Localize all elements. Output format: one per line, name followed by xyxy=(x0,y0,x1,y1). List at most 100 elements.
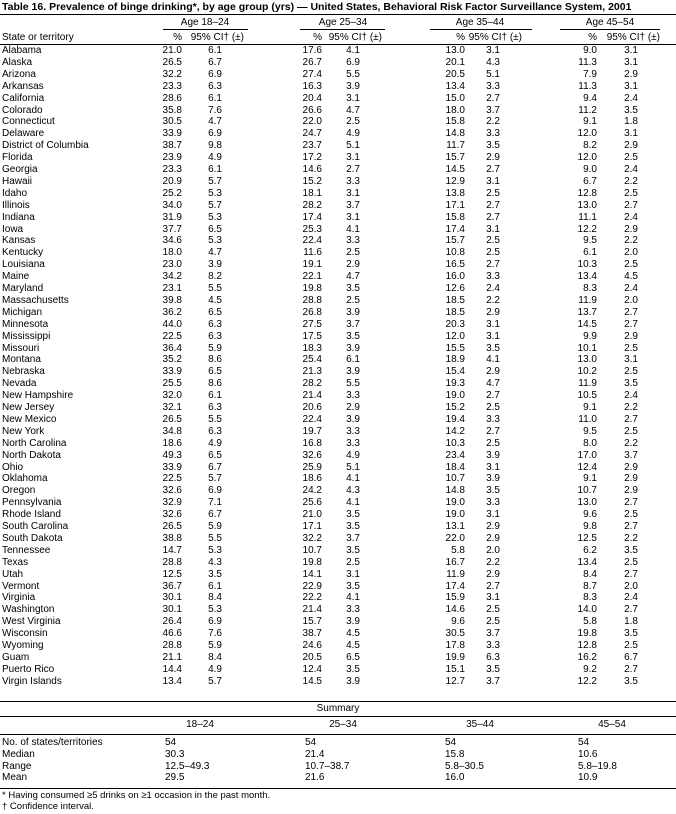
summary-cell: 21.6 xyxy=(305,772,325,784)
percent-cell: 20.3 xyxy=(445,318,465,330)
ci-cell: 3.1 xyxy=(624,45,638,56)
ci-cell: 3.3 xyxy=(486,640,500,651)
ci-cell: 3.1 xyxy=(486,509,500,521)
footnote: * Having consumed ≥5 drinks on ≥1 occasi… xyxy=(2,790,271,801)
summary-cell: 54 xyxy=(578,737,590,748)
ci-cell: 2.4 xyxy=(624,211,638,223)
percent-cell: 15.7 xyxy=(445,235,465,247)
percent-cell: 8.0 xyxy=(583,437,597,449)
summary-cell: 5.8–30.5 xyxy=(445,760,484,772)
ci-cell: 2.9 xyxy=(624,473,638,485)
ci-cell: 2.5 xyxy=(624,187,638,199)
percent-cell: 30.5 xyxy=(162,116,182,128)
ci-cell: 2.7 xyxy=(624,663,638,675)
percent-cell: 14.5 xyxy=(445,164,465,175)
percent-cell: 27.5 xyxy=(302,318,322,330)
state-name: Idaho xyxy=(2,187,28,199)
percent-cell: 34.2 xyxy=(162,271,182,283)
percent-cell: 23.7 xyxy=(302,140,322,152)
ci-cell: 2.5 xyxy=(346,247,360,259)
ci-cell: 3.7 xyxy=(486,104,500,116)
ci-cell: 7.6 xyxy=(208,104,222,116)
ci-cell: 3.7 xyxy=(346,532,360,544)
ci-cell: 3.9 xyxy=(346,366,360,378)
percent-cell: 9.0 xyxy=(583,164,597,175)
percent-cell: 38.7 xyxy=(302,628,322,640)
percent-cell: 6.7 xyxy=(583,175,597,187)
percent-cell: 21.0 xyxy=(162,45,182,56)
summary-label: Range xyxy=(2,760,32,772)
percent-cell: 9.9 xyxy=(583,330,597,342)
percent-cell: 34.6 xyxy=(162,235,182,247)
ci-cell: 2.7 xyxy=(486,211,500,223)
percent-cell: 26.8 xyxy=(302,306,322,318)
ci-cell: 3.1 xyxy=(486,461,500,473)
ci-cell: 2.7 xyxy=(486,92,500,104)
percent-cell: 12.7 xyxy=(445,675,465,687)
percent-cell: 22.5 xyxy=(162,473,182,485)
percent-cell: 15.9 xyxy=(445,592,465,604)
ci-cell: 3.3 xyxy=(346,175,360,187)
ci-cell: 6.9 xyxy=(208,68,222,80)
ci-cell: 6.5 xyxy=(208,223,222,235)
ci-cell: 4.7 xyxy=(486,378,500,390)
ci-cell: 3.1 xyxy=(346,568,360,580)
ci-cell: 2.2 xyxy=(624,437,638,449)
percent-cell: 16.0 xyxy=(445,271,465,283)
percent-cell: 17.5 xyxy=(302,330,322,342)
percent-cell: 10.1 xyxy=(577,342,597,354)
ci-cell: 6.9 xyxy=(208,128,222,140)
percent-cell: 28.8 xyxy=(302,294,322,306)
percent-cell: 9.0 xyxy=(583,45,597,56)
ci-cell: 3.1 xyxy=(624,128,638,140)
ci-cell: 3.1 xyxy=(624,80,638,92)
percent-cell: 9.4 xyxy=(583,92,597,104)
percent-cell: 13.0 xyxy=(445,45,465,56)
percent-cell: 15.2 xyxy=(302,175,322,187)
state-name: West Virginia xyxy=(2,616,61,628)
ci-cell: 3.1 xyxy=(624,56,638,68)
ci-cell: 5.3 xyxy=(208,211,222,223)
rule xyxy=(0,701,676,702)
ci-cell: 8.6 xyxy=(208,378,222,390)
ci-cell: 2.4 xyxy=(624,283,638,294)
percent-cell: 21.3 xyxy=(302,366,322,378)
percent-cell: 11.9 xyxy=(578,294,597,306)
percent-cell: 25.4 xyxy=(302,354,322,366)
percent-cell: 20.5 xyxy=(302,651,322,663)
ci-cell: 2.7 xyxy=(624,497,638,509)
ci-cell: 6.7 xyxy=(208,56,222,68)
ci-cell: 3.5 xyxy=(624,378,638,390)
ci-cell: 3.1 xyxy=(346,152,360,164)
ci-cell: 6.5 xyxy=(208,306,222,318)
percent-cell: 17.2 xyxy=(302,152,322,164)
percent-cell: 12.2 xyxy=(577,675,597,687)
percent-cell: 49.3 xyxy=(162,449,182,461)
ci-cell: 2.7 xyxy=(486,580,500,592)
percent-cell: 11.9 xyxy=(446,568,465,580)
ci-cell: 3.5 xyxy=(346,663,360,675)
ci-cell: 3.3 xyxy=(486,80,500,92)
state-name: Tennessee xyxy=(2,544,51,556)
state-name: Michigan xyxy=(2,306,43,318)
ci-cell: 2.9 xyxy=(624,461,638,473)
percent-cell: 34.8 xyxy=(162,425,182,437)
percent-cell: 19.8 xyxy=(302,283,322,294)
percent-cell: 18.6 xyxy=(302,473,322,485)
state-name: Nebraska xyxy=(2,366,45,378)
ci-cell: 3.1 xyxy=(346,92,360,104)
percent-cell: 8.4 xyxy=(583,568,597,580)
percent-cell: 25.2 xyxy=(162,187,182,199)
ci-cell: 3.9 xyxy=(346,342,360,354)
percent-cell: 19.4 xyxy=(445,413,465,425)
column-header: State or territory xyxy=(2,32,74,43)
ci-cell: 2.2 xyxy=(624,175,638,187)
state-name: South Carolina xyxy=(2,521,69,532)
percent-cell: 13.0 xyxy=(577,354,597,366)
summary-header: 25–34 xyxy=(329,719,357,730)
percent-cell: 14.4 xyxy=(162,663,182,675)
state-name: Maine xyxy=(2,271,30,283)
ci-cell: 6.3 xyxy=(486,651,500,663)
ci-cell: 2.4 xyxy=(624,164,638,175)
percent-cell: 17.4 xyxy=(302,211,322,223)
